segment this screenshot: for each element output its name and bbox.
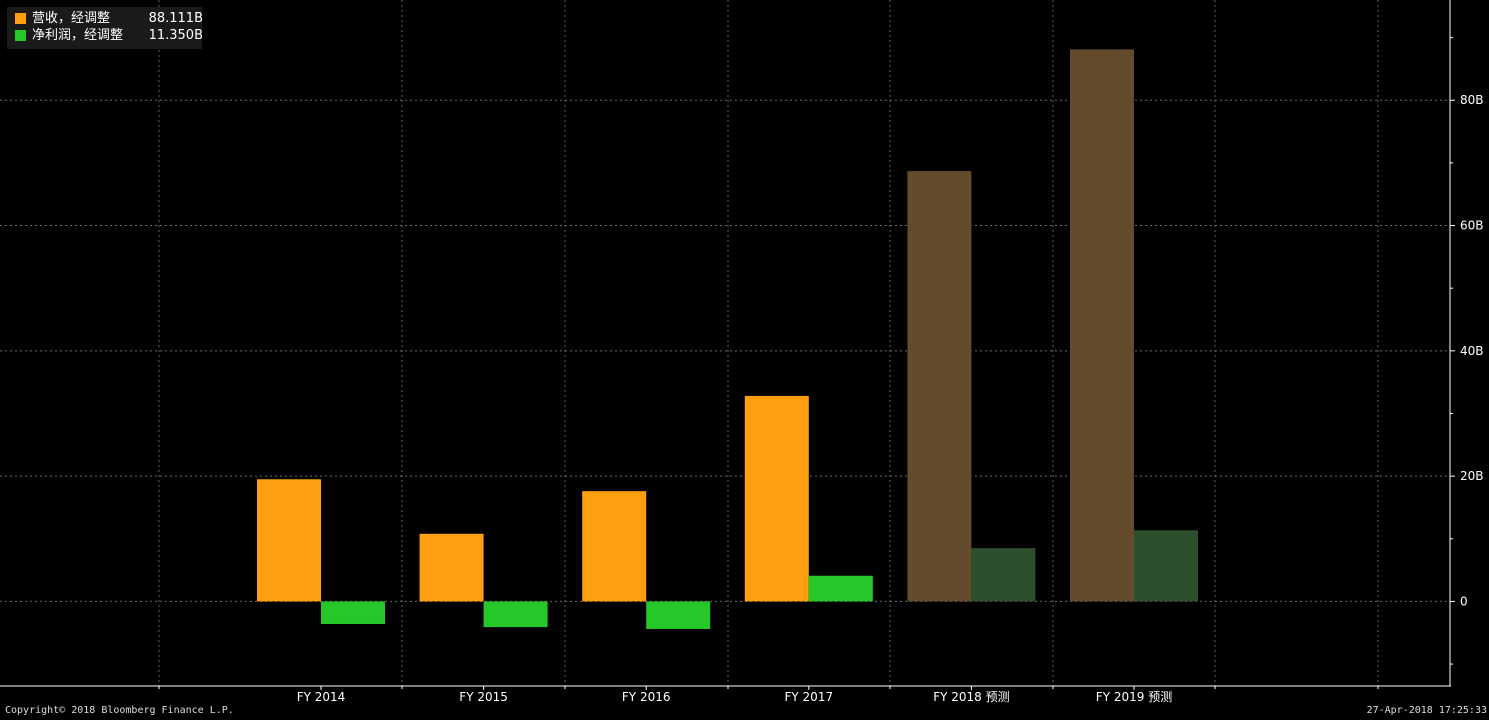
y-tick-label: 60B: [1460, 219, 1484, 233]
bar-revenue: [1070, 49, 1134, 602]
y-tick-label: 40B: [1460, 344, 1484, 358]
legend-value-net-income: 11.350B: [148, 28, 203, 43]
x-tick-label: FY 2016: [622, 690, 671, 704]
bar-revenue: [907, 171, 972, 602]
x-axis-ticks: FY 2014 FY 2015 FY 2016 FY 2017 FY 2018 预测 FY…: [158, 686, 1379, 704]
bar-revenue: [582, 491, 647, 602]
bar-revenue: [744, 395, 809, 602]
bar-revenue: [257, 479, 321, 602]
timestamp-text: 27-Apr-2018 17:25:33: [1366, 705, 1487, 716]
bar-net-income: [1134, 530, 1198, 602]
legend-swatch-revenue: [15, 13, 26, 24]
bar-net-income: [483, 601, 548, 628]
grid-lines: [0, 0, 1450, 686]
y-tick-label: 80B: [1460, 93, 1484, 107]
bar-net-income: [808, 575, 873, 602]
legend-swatch-net-income: [15, 30, 26, 41]
bar-net-income: [646, 601, 711, 629]
y-tick-label: 20B: [1460, 469, 1484, 483]
copyright-text: Copyright© 2018 Bloomberg Finance L.P.: [5, 705, 234, 716]
legend-value-revenue: 88.111B: [148, 11, 203, 26]
bar-revenue: [419, 533, 484, 602]
bar-net-income: [971, 548, 1036, 602]
x-tick-label: FY 2017: [785, 690, 834, 704]
y-tick-label: 0: [1460, 594, 1468, 608]
x-tick-label: FY 2018 预测: [933, 690, 1009, 704]
legend-label-net-income: 净利润，经调整: [32, 28, 124, 43]
bars: [257, 49, 1198, 629]
axes: [0, 0, 1451, 687]
legend-label-revenue: 营收，经调整: [32, 11, 111, 26]
x-tick-label: FY 2015: [459, 690, 508, 704]
x-tick-label: FY 2014: [297, 690, 346, 704]
x-tick-label: FY 2019 预测: [1096, 690, 1172, 704]
bar-net-income: [321, 601, 385, 624]
legend: 营收，经调整 88.111B 净利润，经调整 11.350B: [7, 7, 203, 49]
y-axis-ticks: 0 20B 40B 60B 80B: [1450, 37, 1484, 665]
